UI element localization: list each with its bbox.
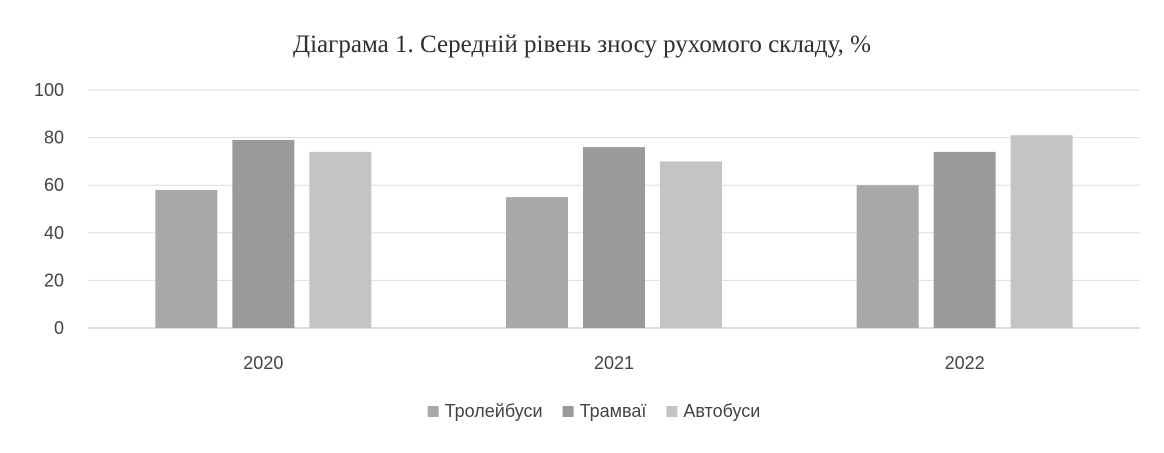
legend-label: Тролейбуси	[445, 401, 543, 421]
legend: Тролейбуси Трамваї Автобуси	[427, 401, 760, 421]
y-tick-label: 60	[44, 175, 64, 195]
bar-2020-0	[155, 189, 218, 328]
bar-2022-1	[933, 151, 996, 328]
legend-swatch	[666, 406, 678, 417]
x-axis-labels: 2020 2021 2022	[243, 353, 984, 373]
bar-2020-1	[232, 139, 295, 328]
chart-title: Діаграма 1. Середній рівень зносу рухомо…	[293, 31, 871, 58]
bar-2020-2	[309, 151, 372, 328]
bar-2021-1	[583, 147, 645, 328]
legend-label: Трамваї	[580, 401, 647, 421]
y-tick-label: 80	[44, 128, 64, 148]
x-category-label: 2021	[594, 353, 634, 373]
bar-2021-0	[506, 197, 568, 328]
legend-swatch	[562, 406, 574, 417]
bar-2022-0	[856, 185, 919, 328]
y-tick-label: 40	[44, 223, 64, 243]
bar-2022-2	[1010, 135, 1073, 328]
y-tick-label: 100	[34, 80, 64, 100]
legend-label: Автобуси	[683, 401, 760, 421]
y-tick-label: 20	[44, 270, 64, 290]
legend-swatch	[427, 406, 439, 417]
x-category-label: 2022	[945, 353, 985, 373]
x-category-label: 2020	[243, 353, 283, 373]
bars	[155, 135, 1073, 328]
y-tick-label: 0	[54, 318, 64, 338]
y-axis-ticks: 0 20 40 60 80 100	[34, 80, 64, 338]
bar-2021-2	[660, 161, 722, 328]
